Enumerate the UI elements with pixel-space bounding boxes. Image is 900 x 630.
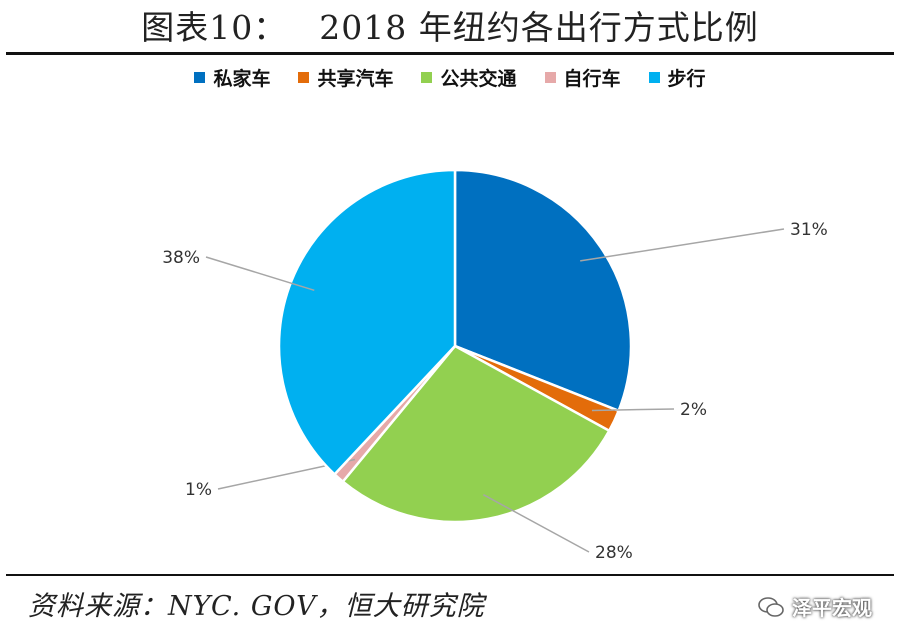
watermark: 泽平宏观 [758,592,872,621]
pie-slice [277,168,457,477]
title-main: 2018 年纽约各出行方式比例 [319,8,759,47]
pie-chart: 31% 2% 28% 1% 38% [162,168,828,563]
legend-label: 共享汽车 [317,67,394,90]
legend-label: 公共交通 [440,67,517,90]
data-label: 31% [790,220,828,240]
data-label: 28% [595,543,633,563]
watermark-text: 泽平宏观 [792,596,872,620]
legend-swatch [194,71,206,83]
leader-line [580,228,785,262]
bottom-rule [6,574,894,576]
data-label: 1% [185,480,212,500]
wechat-icon [758,596,784,617]
legend-label: 步行 [667,67,706,90]
data-label: 2% [680,400,707,420]
leader-line [483,494,590,553]
legend-item: 步行 [648,64,706,91]
leader-line [205,256,315,291]
leader-line [591,408,675,412]
pie-slice [341,344,611,524]
title-prefix: 图表10： [141,8,288,47]
legend-swatch [421,71,433,83]
legend-item: 自行车 [544,64,621,91]
chart-title: 图表10： 2018 年纽约各出行方式比例 [0,6,900,50]
legend-swatch [298,71,310,83]
legend-label: 私家车 [213,67,271,90]
legend-item: 公共交通 [421,64,517,91]
legend-swatch [648,71,660,83]
source-note: 资料来源：NYC. GOV，恒大研究院 [28,591,485,622]
legend-item: 私家车 [194,64,270,91]
data-label: 38% [162,248,200,268]
legend-label: 自行车 [563,67,621,90]
top-rule [6,52,894,55]
legend-swatch [544,71,556,83]
chart-legend: 私家车 共享汽车 公共交通 自行车 步行 [0,60,900,94]
legend-item: 共享汽车 [298,64,393,91]
pie-slice [453,168,633,413]
